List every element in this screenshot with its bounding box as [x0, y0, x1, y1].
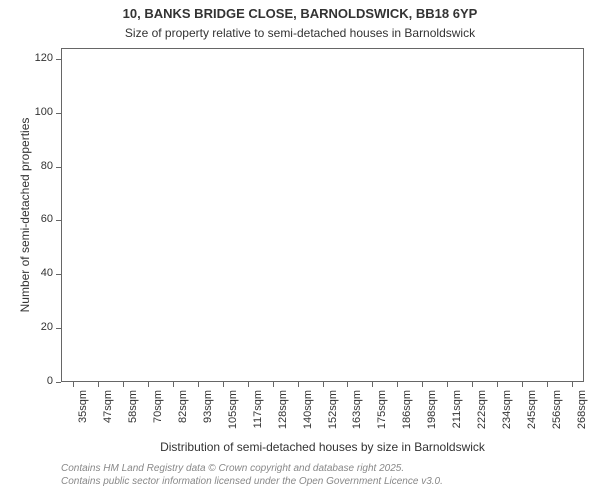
x-tick-mark [447, 382, 448, 387]
plot-area [61, 48, 584, 382]
x-tick-mark [223, 382, 224, 387]
x-tick-mark [347, 382, 348, 387]
x-tick-mark [123, 382, 124, 387]
x-tick-label: 186sqm [401, 390, 413, 440]
x-tick-mark [547, 382, 548, 387]
x-tick-mark [422, 382, 423, 387]
y-tick-mark [56, 382, 61, 383]
y-tick-label: 20 [21, 321, 53, 333]
x-tick-mark [572, 382, 573, 387]
x-tick-label: 245sqm [526, 390, 538, 440]
x-tick-mark [397, 382, 398, 387]
footnote-line-0: Contains HM Land Registry data © Crown c… [61, 462, 443, 475]
footnote-line-1: Contains public sector information licen… [61, 475, 443, 488]
x-tick-label: 222sqm [476, 390, 488, 440]
chart-title: 10, BANKS BRIDGE CLOSE, BARNOLDSWICK, BB… [0, 6, 600, 21]
x-tick-label: 256sqm [551, 390, 563, 440]
y-tick-label: 80 [21, 160, 53, 172]
x-tick-mark [522, 382, 523, 387]
y-tick-label: 120 [21, 52, 53, 64]
x-tick-label: 35sqm [77, 390, 89, 440]
x-tick-label: 93sqm [202, 390, 214, 440]
x-tick-label: 58sqm [127, 390, 139, 440]
x-tick-mark [323, 382, 324, 387]
x-tick-label: 128sqm [277, 390, 289, 440]
x-tick-mark [98, 382, 99, 387]
x-tick-mark [472, 382, 473, 387]
x-tick-label: 105sqm [227, 390, 239, 440]
x-axis-label: Distribution of semi-detached houses by … [61, 440, 584, 454]
x-tick-label: 163sqm [351, 390, 363, 440]
x-tick-label: 82sqm [177, 390, 189, 440]
x-tick-label: 234sqm [501, 390, 513, 440]
y-tick-label: 60 [21, 213, 53, 225]
x-tick-label: 47sqm [102, 390, 114, 440]
chart-subtitle: Size of property relative to semi-detach… [0, 26, 600, 40]
x-tick-mark [73, 382, 74, 387]
x-tick-label: 140sqm [302, 390, 314, 440]
x-tick-mark [173, 382, 174, 387]
x-tick-label: 152sqm [327, 390, 339, 440]
x-tick-mark [198, 382, 199, 387]
x-tick-mark [497, 382, 498, 387]
x-tick-mark [372, 382, 373, 387]
x-tick-mark [273, 382, 274, 387]
x-tick-mark [148, 382, 149, 387]
x-tick-label: 117sqm [252, 390, 264, 440]
x-tick-label: 211sqm [451, 390, 463, 440]
x-tick-label: 198sqm [426, 390, 438, 440]
property-size-chart: 10, BANKS BRIDGE CLOSE, BARNOLDSWICK, BB… [0, 0, 600, 500]
x-tick-mark [298, 382, 299, 387]
data-attribution: Contains HM Land Registry data © Crown c… [61, 462, 443, 488]
y-tick-label: 100 [21, 106, 53, 118]
y-tick-label: 40 [21, 267, 53, 279]
y-tick-label: 0 [21, 375, 53, 387]
x-tick-label: 268sqm [576, 390, 588, 440]
x-tick-label: 175sqm [376, 390, 388, 440]
x-tick-label: 70sqm [152, 390, 164, 440]
x-tick-mark [248, 382, 249, 387]
